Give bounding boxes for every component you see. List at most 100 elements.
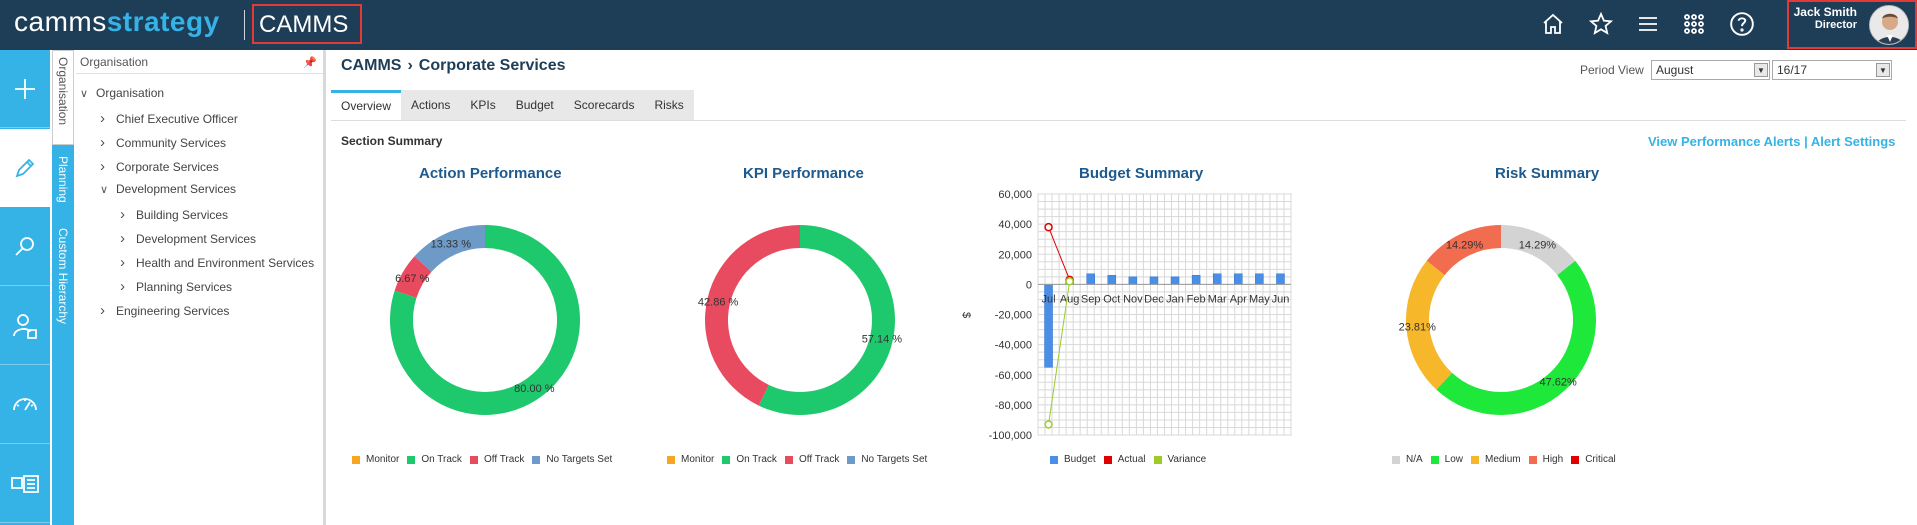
avatar[interactable] [1869, 5, 1909, 45]
budget-bar[interactable] [1128, 276, 1138, 285]
legend-item[interactable]: No Targets Set [847, 454, 927, 465]
budget-bar[interactable] [1107, 275, 1117, 285]
chevron-down-icon[interactable]: ▼ [1754, 63, 1768, 77]
legend-item[interactable]: Monitor [352, 454, 399, 465]
legend-item[interactable]: On Track [407, 454, 462, 465]
chevron-right-icon[interactable]: › [100, 110, 105, 127]
budget-bar[interactable] [1086, 273, 1095, 285]
reports-button[interactable] [0, 445, 50, 523]
legend-item[interactable]: Critical [1571, 454, 1616, 465]
help-icon[interactable] [1728, 10, 1756, 38]
view-alerts-link[interactable]: View Performance Alerts [1648, 134, 1801, 149]
data-label: 14.29% [1446, 239, 1484, 251]
user-settings-button[interactable] [0, 287, 50, 365]
user-profile[interactable]: Jack Smith Director [1787, 0, 1917, 49]
tree-item[interactable]: › Planning Services [120, 278, 232, 295]
add-button[interactable] [0, 50, 50, 128]
donut-slice[interactable] [414, 225, 485, 272]
tab-custom-hierarchy[interactable]: Custom Hierarchy [56, 228, 70, 325]
budget-bar[interactable] [1191, 275, 1201, 285]
tree-item[interactable]: › Chief Executive Officer [100, 110, 238, 127]
tree-item-label: Development Services [116, 182, 237, 196]
legend-item[interactable]: Actual [1103, 454, 1146, 465]
menu-icon[interactable] [1634, 10, 1662, 38]
x-tick-label: Jun [1272, 293, 1290, 305]
donut-slice[interactable] [758, 225, 895, 415]
legend-item[interactable]: Off Track [469, 454, 524, 465]
chevron-right-icon[interactable]: › [100, 158, 105, 175]
tree-item[interactable]: ∨ Development Services [100, 182, 236, 196]
donut-slice[interactable] [394, 256, 432, 298]
chevron-right-icon[interactable]: › [120, 206, 125, 223]
legend-item[interactable]: Variance [1153, 454, 1207, 465]
pin-icon[interactable]: 📌 [303, 57, 317, 69]
legend-label: High [1542, 454, 1564, 465]
month-select[interactable]: August ▼ [1651, 60, 1770, 80]
budget-bar[interactable] [1276, 273, 1285, 285]
search-button[interactable] [0, 208, 50, 286]
donut-slice[interactable] [1436, 260, 1597, 416]
legend-item[interactable]: No Targets Set [532, 454, 612, 465]
user-role: Director [1814, 19, 1857, 31]
tree-item[interactable]: › Development Services [120, 230, 256, 247]
chart-title-kpi: KPI Performance [743, 165, 864, 182]
chevron-right-icon[interactable]: › [120, 254, 125, 271]
legend-item[interactable]: Off Track [784, 454, 839, 465]
dashboard-button[interactable] [0, 366, 50, 444]
donut-slice[interactable] [1501, 225, 1576, 276]
chevron-down-icon[interactable]: ∨ [100, 184, 109, 196]
chevron-right-icon[interactable]: › [120, 230, 125, 247]
brand-logo[interactable]: cammsstrategy [14, 6, 220, 38]
legend-item[interactable]: Medium [1471, 454, 1521, 465]
legend-item[interactable]: High [1528, 454, 1564, 465]
tab-kpis[interactable]: KPIs [470, 98, 496, 112]
action-performance-chart: 80.00 % 6.67 % 13.33 % [390, 225, 580, 415]
tree-item[interactable]: › Engineering Services [100, 302, 229, 319]
budget-bar[interactable] [1212, 273, 1222, 285]
tree-item[interactable]: › Building Services [120, 206, 228, 223]
data-label: 57.14 % [862, 334, 903, 346]
donut-slice[interactable] [1406, 260, 1453, 390]
legend-item[interactable]: Budget [1050, 454, 1096, 465]
tab-scorecards[interactable]: Scorecards [573, 98, 635, 112]
tab-risks[interactable]: Risks [654, 98, 684, 112]
chevron-right-icon[interactable]: › [100, 302, 105, 319]
legend-label: Variance [1167, 454, 1207, 465]
budget-bar[interactable] [1234, 273, 1243, 285]
alert-settings-link[interactable]: Alert Settings [1810, 134, 1896, 149]
apps-grid-icon[interactable] [1680, 10, 1708, 38]
legend-item[interactable]: N/A [1392, 454, 1423, 465]
budget-bar[interactable] [1149, 276, 1159, 285]
legend-item[interactable]: Monitor [667, 454, 714, 465]
tab-actions[interactable]: Actions [411, 98, 451, 112]
budget-bar[interactable] [1255, 273, 1264, 285]
legend-swatch [407, 455, 416, 464]
tree-item[interactable]: › Community Services [100, 134, 226, 151]
tree-item[interactable]: › Health and Environment Services [120, 254, 314, 271]
donut-slice[interactable] [705, 225, 800, 406]
series-point[interactable] [1044, 222, 1053, 232]
legend-item[interactable]: On Track [722, 454, 777, 465]
legend-item[interactable]: Low [1430, 454, 1463, 465]
tree-item[interactable]: › Corporate Services [100, 158, 219, 175]
tab-planning[interactable]: Planning [56, 156, 70, 203]
tree-item[interactable]: ∨ Organisation [80, 86, 164, 100]
year-select[interactable]: 16/17 ▼ [1772, 60, 1892, 80]
chevron-right-icon[interactable]: › [100, 134, 105, 151]
tree-item-label: Health and Environment Services [136, 256, 315, 270]
chevron-down-icon[interactable]: ∨ [80, 88, 89, 100]
tab-budget[interactable]: Budget [515, 98, 554, 112]
budget-bar[interactable] [1170, 276, 1180, 285]
tab-organisation[interactable]: Organisation [52, 50, 74, 145]
tab-overview[interactable]: Overview [331, 90, 402, 120]
series-point[interactable] [1044, 420, 1053, 429]
chevron-down-icon[interactable]: ▼ [1876, 63, 1890, 77]
series-point[interactable] [1065, 277, 1074, 286]
home-icon[interactable] [1539, 10, 1567, 38]
donut-slice[interactable] [1426, 225, 1501, 276]
legend-label: Budget [1064, 454, 1096, 465]
edit-button[interactable] [0, 129, 50, 207]
breadcrumb-root[interactable]: CAMMS [341, 57, 402, 74]
star-icon[interactable] [1587, 10, 1615, 38]
chevron-right-icon[interactable]: › [120, 278, 125, 295]
